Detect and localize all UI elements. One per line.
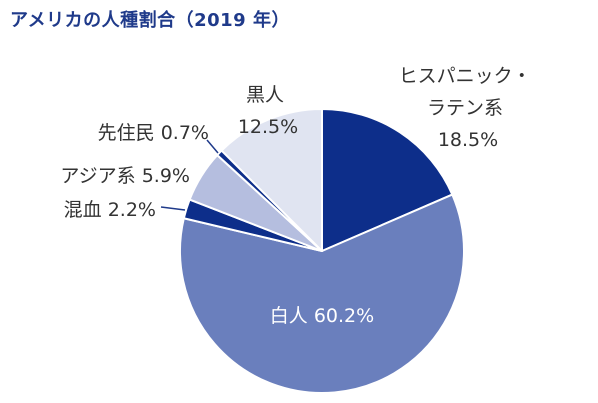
slice-label-black: 黒人 12.5% (238, 84, 298, 138)
pie-slices (179, 108, 465, 394)
leader-line-mixed (160, 206, 186, 211)
pie-slice-black (220, 108, 323, 252)
slice-label-mixed: 混血 2.2% (64, 199, 156, 221)
slice-labels: ヒスパニック・ ラテン系 18.5% 白人 60.2% 混血 2.2% アジア系… (60, 65, 538, 327)
pie-slice-hispanic (321, 108, 454, 252)
slice-label-white: 白人 60.2% (270, 305, 374, 327)
slice-label-native: 先住民 0.7% (98, 122, 209, 144)
chart-title: アメリカの人種割合（2019 年） (10, 10, 290, 31)
slice-label-hispanic: ヒスパニック・ ラテン系 18.5% (399, 65, 538, 151)
pie-slice-white (179, 193, 465, 394)
leader-lines (160, 139, 219, 211)
leader-line-native (206, 139, 219, 154)
slice-label-asian: アジア系 5.9% (60, 165, 190, 187)
